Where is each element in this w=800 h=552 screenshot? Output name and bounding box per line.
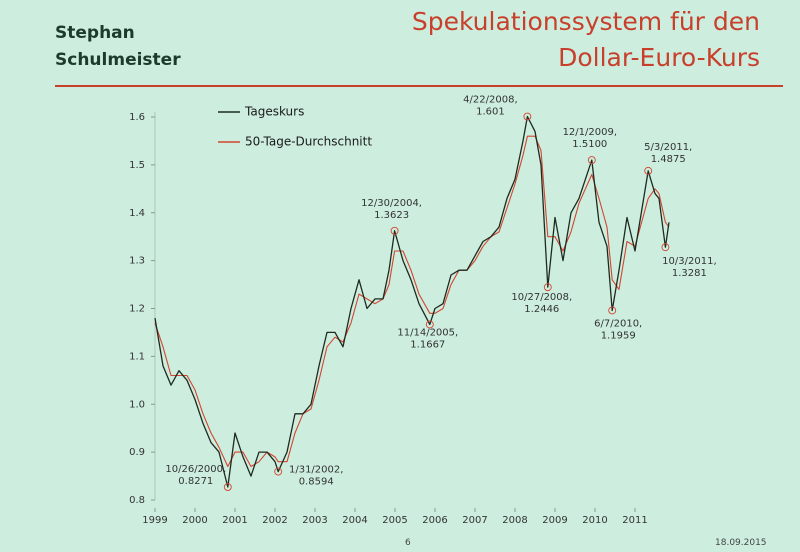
x-tick-label: 2004 bbox=[342, 515, 367, 526]
annotation-date: 10/3/2011, bbox=[662, 256, 716, 267]
annotation-date: 11/14/2005, bbox=[397, 327, 458, 338]
x-tick-label: 2000 bbox=[182, 515, 207, 526]
x-tick-label: 2006 bbox=[422, 515, 447, 526]
x-tick-label: 1999 bbox=[142, 515, 167, 526]
x-tick-label: 2009 bbox=[542, 515, 567, 526]
annotation-marker bbox=[274, 467, 283, 476]
annotation-value: 1.5100 bbox=[572, 139, 607, 150]
annotation-marker bbox=[661, 243, 670, 252]
page-number: 6 bbox=[405, 538, 411, 548]
y-tick-label: 1.2 bbox=[129, 304, 145, 315]
annotation-value: 0.8271 bbox=[178, 476, 213, 487]
annotation-value: 1.601 bbox=[476, 107, 505, 118]
annotation-value: 1.4875 bbox=[651, 154, 686, 165]
x-tick-label: 2003 bbox=[302, 515, 327, 526]
annotation-date: 12/30/2004, bbox=[361, 198, 422, 209]
annotation-date: 12/1/2009, bbox=[563, 127, 617, 138]
y-tick-label: 1.3 bbox=[129, 256, 145, 267]
x-tick-label: 2005 bbox=[382, 515, 407, 526]
annotation-marker bbox=[523, 112, 532, 121]
y-tick-label: 1.5 bbox=[129, 160, 145, 171]
annotation-value: 1.2446 bbox=[524, 304, 559, 315]
annotation-marker bbox=[223, 483, 232, 491]
y-tick-label: 0.8 bbox=[129, 495, 145, 506]
x-tick-label: 2008 bbox=[502, 515, 527, 526]
annotation-date: 10/26/2000, bbox=[165, 464, 226, 475]
y-tick-label: 1.6 bbox=[129, 112, 145, 123]
x-tick-label: 2007 bbox=[462, 515, 487, 526]
y-tick-label: 1.4 bbox=[129, 208, 145, 219]
x-tick-label: 2010 bbox=[582, 515, 607, 526]
y-tick-label: 0.9 bbox=[129, 447, 145, 458]
annotation-date: 1/31/2002, bbox=[289, 465, 343, 476]
x-tick-label: 2011 bbox=[622, 515, 647, 526]
annotation-date: 4/22/2008, bbox=[463, 95, 517, 106]
series-line bbox=[154, 135, 670, 468]
y-tick-label: 1.0 bbox=[129, 399, 145, 410]
annotation-marker bbox=[644, 166, 653, 175]
annotation-value: 1.3623 bbox=[374, 210, 409, 221]
y-tick-label: 1.1 bbox=[129, 351, 145, 362]
divider bbox=[55, 85, 783, 87]
annotation-date: 5/3/2011, bbox=[644, 142, 692, 153]
annotation-date: 6/7/2010, bbox=[594, 318, 642, 329]
annotation-value: 1.1667 bbox=[410, 339, 445, 350]
x-tick-label: 2001 bbox=[222, 515, 247, 526]
annotation-value: 1.1959 bbox=[601, 330, 636, 341]
annotation-marker bbox=[608, 306, 617, 315]
legend-label: 50-Tage-Durchschnitt bbox=[245, 135, 372, 149]
chart-title: Spekulationssystem für den Dollar-Euro-K… bbox=[411, 7, 760, 72]
footer-date: 18.09.2015 bbox=[715, 538, 767, 548]
annotation-value: 1.3281 bbox=[672, 268, 707, 279]
annotation-marker bbox=[390, 226, 399, 235]
annotation-marker bbox=[587, 156, 596, 165]
legend-label: Tageskurs bbox=[244, 105, 304, 119]
x-tick-label: 2002 bbox=[262, 515, 287, 526]
annotation-marker bbox=[425, 320, 434, 329]
series-line bbox=[154, 115, 670, 488]
author: Stephan Schulmeister bbox=[55, 23, 181, 70]
annotation-value: 0.8594 bbox=[299, 477, 334, 488]
annotation-date: 10/27/2008, bbox=[511, 292, 572, 303]
annotation-marker bbox=[543, 283, 552, 292]
